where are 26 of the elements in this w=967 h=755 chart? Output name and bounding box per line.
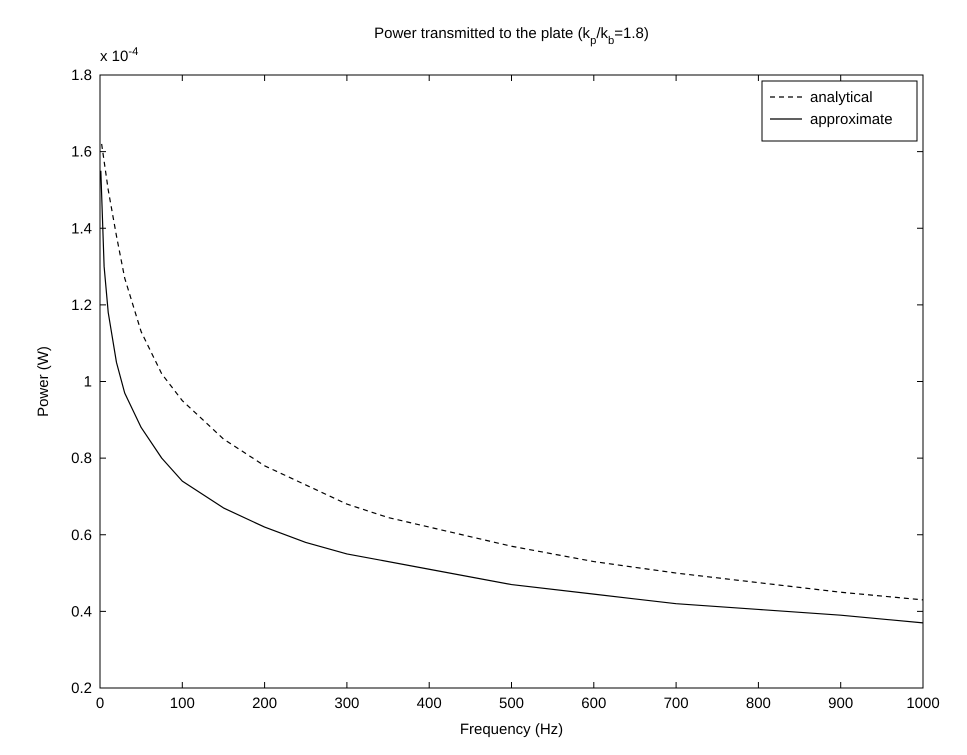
x-tick-label: 300 xyxy=(334,695,360,712)
x-tick-label: 1000 xyxy=(906,695,940,712)
x-tick-label: 400 xyxy=(416,695,442,712)
y-axis-title: Power (W) xyxy=(35,346,52,417)
chart-title: Power transmitted to the plate (k$_{p}$/k$_{b}$=1.8) xyxy=(374,25,649,47)
x-tick-label: 200 xyxy=(252,695,278,712)
legend-label: approximate xyxy=(810,111,893,128)
y-tick-label: 0.4 xyxy=(71,603,92,620)
text: x 10$^{-4}$ xyxy=(100,46,138,65)
y-tick-label: 1.2 xyxy=(71,296,92,314)
x-tick-label: 800 xyxy=(746,695,771,712)
y-tick-label: 1.4 xyxy=(71,220,92,238)
x-tick-label: 0 xyxy=(96,695,104,712)
x-tick-label: 500 xyxy=(498,695,524,712)
y-tick-label: 0.6 xyxy=(71,526,92,544)
x-axis-title: Frequency (Hz) xyxy=(460,721,564,738)
x-tick-label: 600 xyxy=(581,695,606,712)
x-tick-label: 700 xyxy=(664,695,689,712)
x-tick-label: 900 xyxy=(828,695,854,712)
y-tick-label: 1.6 xyxy=(71,144,92,161)
y-tick-label: 1 xyxy=(84,374,92,390)
y-tick-label: 0.8 xyxy=(71,450,92,468)
y-tick-label: 1.8 xyxy=(71,67,92,84)
legend-label: analytical xyxy=(810,89,873,106)
y-tick-label: 0.2 xyxy=(71,680,92,697)
x-tick-label: 100 xyxy=(170,695,195,712)
